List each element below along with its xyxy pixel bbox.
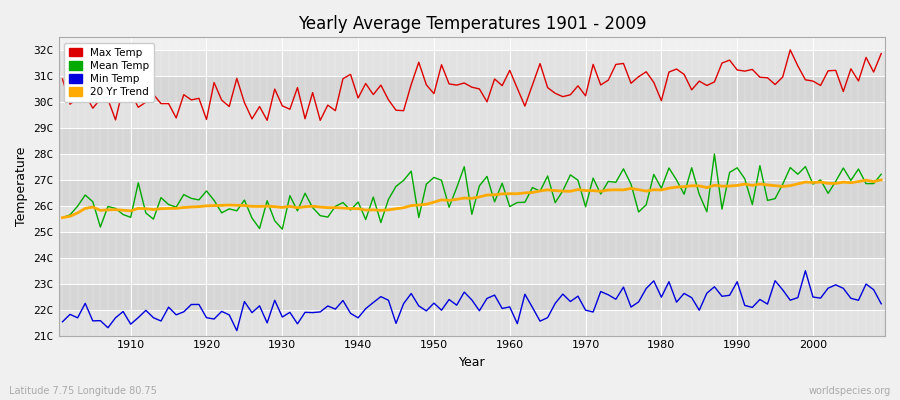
Bar	[58, 128, 885, 154]
Min Temp	[800, 268, 811, 273]
Y-axis label: Temperature: Temperature	[15, 147, 28, 226]
Mean Temp	[603, 179, 614, 184]
Mean Temp	[512, 200, 523, 205]
Line: 20 Yr Trend: 20 Yr Trend	[62, 180, 881, 218]
Max Temp	[57, 76, 68, 81]
Bar	[58, 102, 885, 128]
20 Yr Trend	[330, 205, 341, 210]
Bar	[58, 232, 885, 258]
Min Temp	[603, 292, 614, 297]
Max Temp	[338, 76, 348, 81]
Min Temp	[504, 304, 515, 309]
X-axis label: Year: Year	[458, 356, 485, 369]
Max Temp	[292, 85, 303, 90]
Mean Temp	[338, 200, 348, 205]
Mean Temp	[709, 152, 720, 156]
Bar	[58, 154, 885, 180]
20 Yr Trend	[876, 178, 886, 182]
Max Temp	[876, 51, 886, 56]
Max Temp	[118, 85, 129, 90]
Mean Temp	[57, 215, 68, 220]
20 Yr Trend	[497, 192, 508, 196]
Bar	[58, 206, 885, 232]
Bar	[58, 76, 885, 102]
Max Temp	[504, 68, 515, 73]
20 Yr Trend	[118, 208, 129, 212]
20 Yr Trend	[284, 204, 295, 209]
Bar	[58, 50, 885, 76]
Line: Min Temp: Min Temp	[62, 271, 881, 331]
Mean Temp	[277, 227, 288, 232]
20 Yr Trend	[595, 189, 606, 194]
Legend: Max Temp, Mean Temp, Min Temp, 20 Yr Trend: Max Temp, Mean Temp, Min Temp, 20 Yr Tre…	[64, 42, 154, 102]
Min Temp	[231, 328, 242, 333]
Max Temp	[603, 78, 614, 82]
Mean Temp	[118, 212, 129, 217]
Max Temp	[785, 48, 796, 52]
Mean Temp	[876, 172, 886, 177]
Min Temp	[57, 319, 68, 324]
Line: Mean Temp: Mean Temp	[62, 154, 881, 229]
Bar	[58, 284, 885, 310]
Text: worldspecies.org: worldspecies.org	[809, 386, 891, 396]
Min Temp	[118, 309, 129, 314]
Text: Latitude 7.75 Longitude 80.75: Latitude 7.75 Longitude 80.75	[9, 386, 157, 396]
Line: Max Temp: Max Temp	[62, 50, 881, 120]
Bar	[58, 310, 885, 336]
Mean Temp	[504, 204, 515, 209]
Min Temp	[876, 302, 886, 306]
Min Temp	[292, 322, 303, 326]
Mean Temp	[292, 208, 303, 213]
Max Temp	[262, 118, 273, 123]
Bar	[58, 180, 885, 206]
Max Temp	[512, 86, 523, 91]
Min Temp	[338, 298, 348, 303]
Min Temp	[512, 321, 523, 326]
20 Yr Trend	[57, 215, 68, 220]
Bar	[58, 258, 885, 284]
Title: Yearly Average Temperatures 1901 - 2009: Yearly Average Temperatures 1901 - 2009	[298, 15, 646, 33]
20 Yr Trend	[504, 191, 515, 196]
